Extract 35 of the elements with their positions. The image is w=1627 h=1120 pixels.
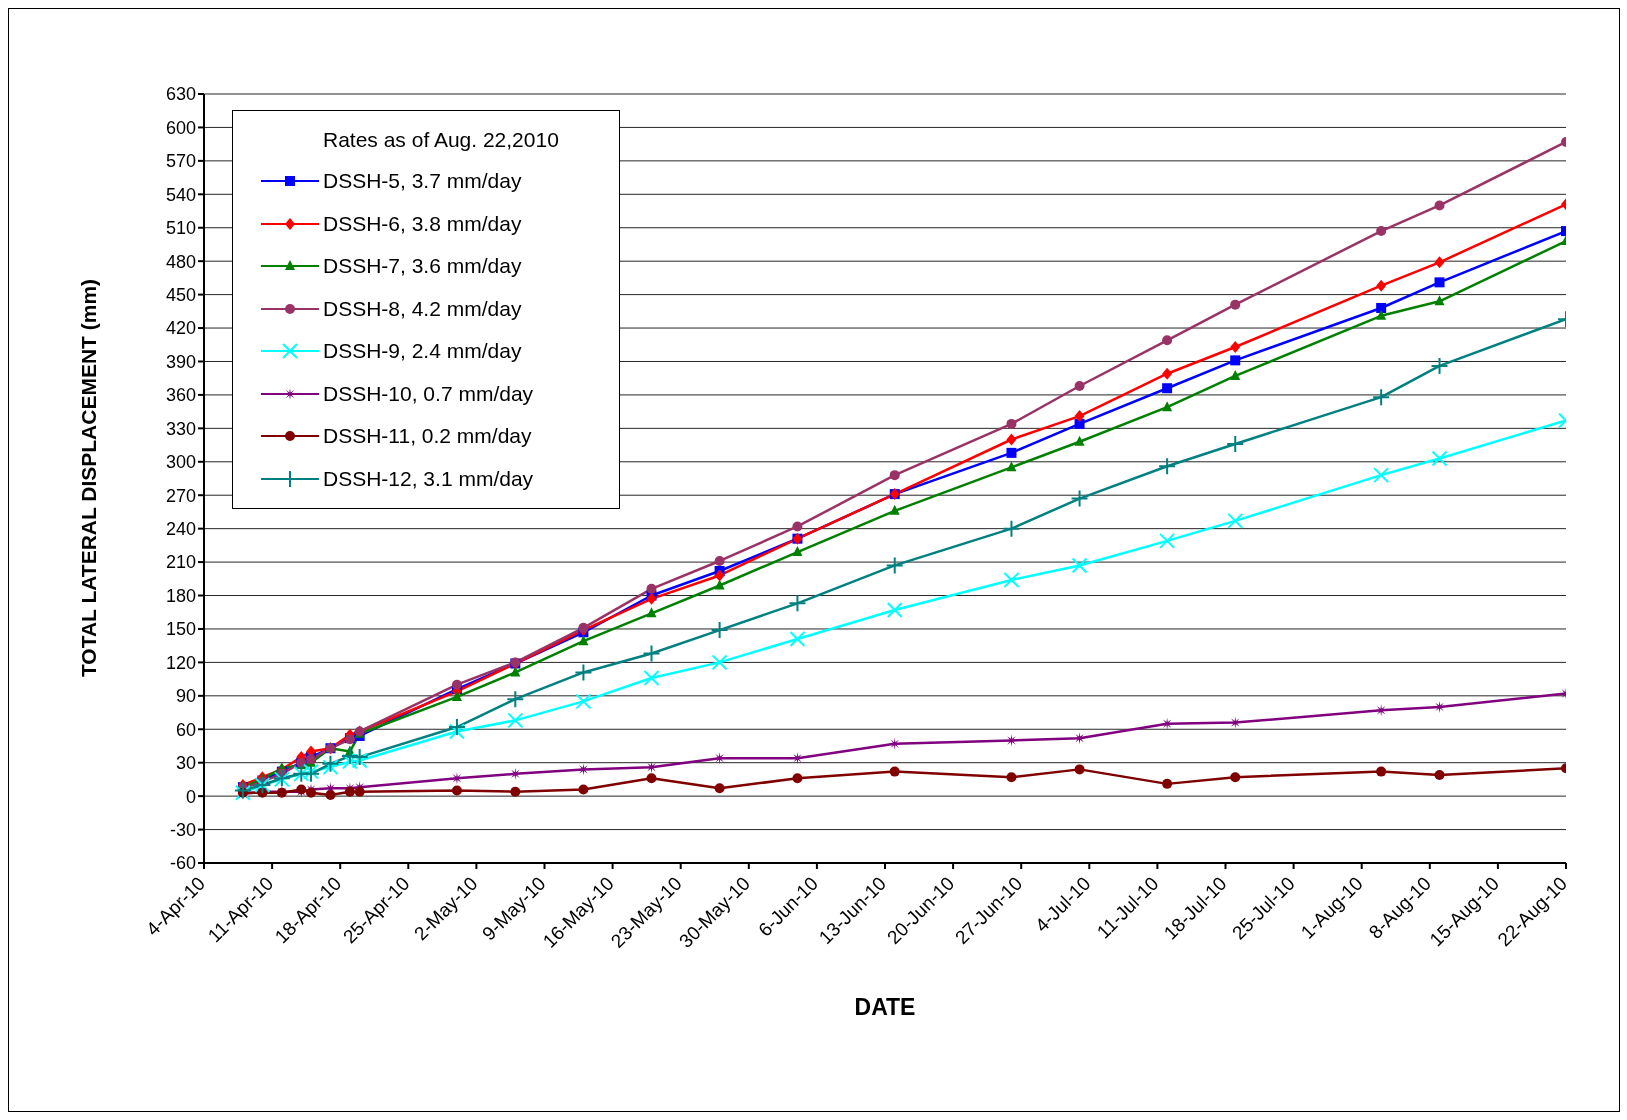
y-tick-label: 450	[165, 285, 196, 305]
y-tick-label: -60	[169, 853, 196, 874]
y-tick-label: 0	[185, 786, 196, 807]
y-tick-label: 390	[165, 351, 196, 372]
y-tick-label: 510	[165, 218, 196, 239]
y-tick-label: 360	[165, 385, 196, 406]
y-tick-label: 210	[165, 552, 196, 573]
y-tick-label: 330	[165, 418, 196, 439]
legend-title: Rates as of Aug. 22,2010	[322, 127, 560, 153]
y-tick-label: 300	[165, 452, 196, 473]
legend-label: DSSH-8, 4.2 mm/day	[323, 296, 522, 321]
y-tick-label: -30	[169, 819, 196, 840]
y-tick-label: 570	[165, 151, 196, 172]
y-tick-label: 180	[165, 585, 196, 606]
y-tick-label: 150	[165, 619, 196, 640]
legend-label: DSSH-9, 2.4 mm/day	[323, 339, 522, 364]
legend-label: DSSH-12, 3.1 mm/day	[323, 466, 534, 491]
legend-label: DSSH-10, 0.7 mm/day	[323, 381, 534, 406]
y-tick-label: 60	[175, 719, 196, 740]
y-tick-label: 600	[165, 117, 196, 138]
legend-label: DSSH-6, 3.8 mm/day	[323, 211, 522, 236]
y-tick-label: 30	[175, 753, 196, 774]
y-tick-label: 630	[165, 84, 196, 105]
y-tick-label: 240	[165, 519, 196, 540]
x-axis-title: DATE	[854, 994, 916, 1020]
y-tick-label: 480	[165, 251, 196, 272]
y-tick-label: 270	[165, 485, 196, 506]
y-tick-label: 120	[165, 652, 196, 673]
legend-label: DSSH-5, 3.7 mm/day	[323, 169, 522, 194]
y-tick-label: 90	[175, 686, 196, 707]
y-tick-label: 540	[165, 184, 196, 205]
y-tick-label: 420	[165, 318, 196, 339]
legend-label: DSSH-11, 0.2 mm/day	[323, 424, 532, 449]
y-axis-title: TOTAL LATERAL DISPLACEMENT (mm)	[77, 278, 101, 678]
legend-label: DSSH-7, 3.6 mm/day	[323, 254, 522, 279]
